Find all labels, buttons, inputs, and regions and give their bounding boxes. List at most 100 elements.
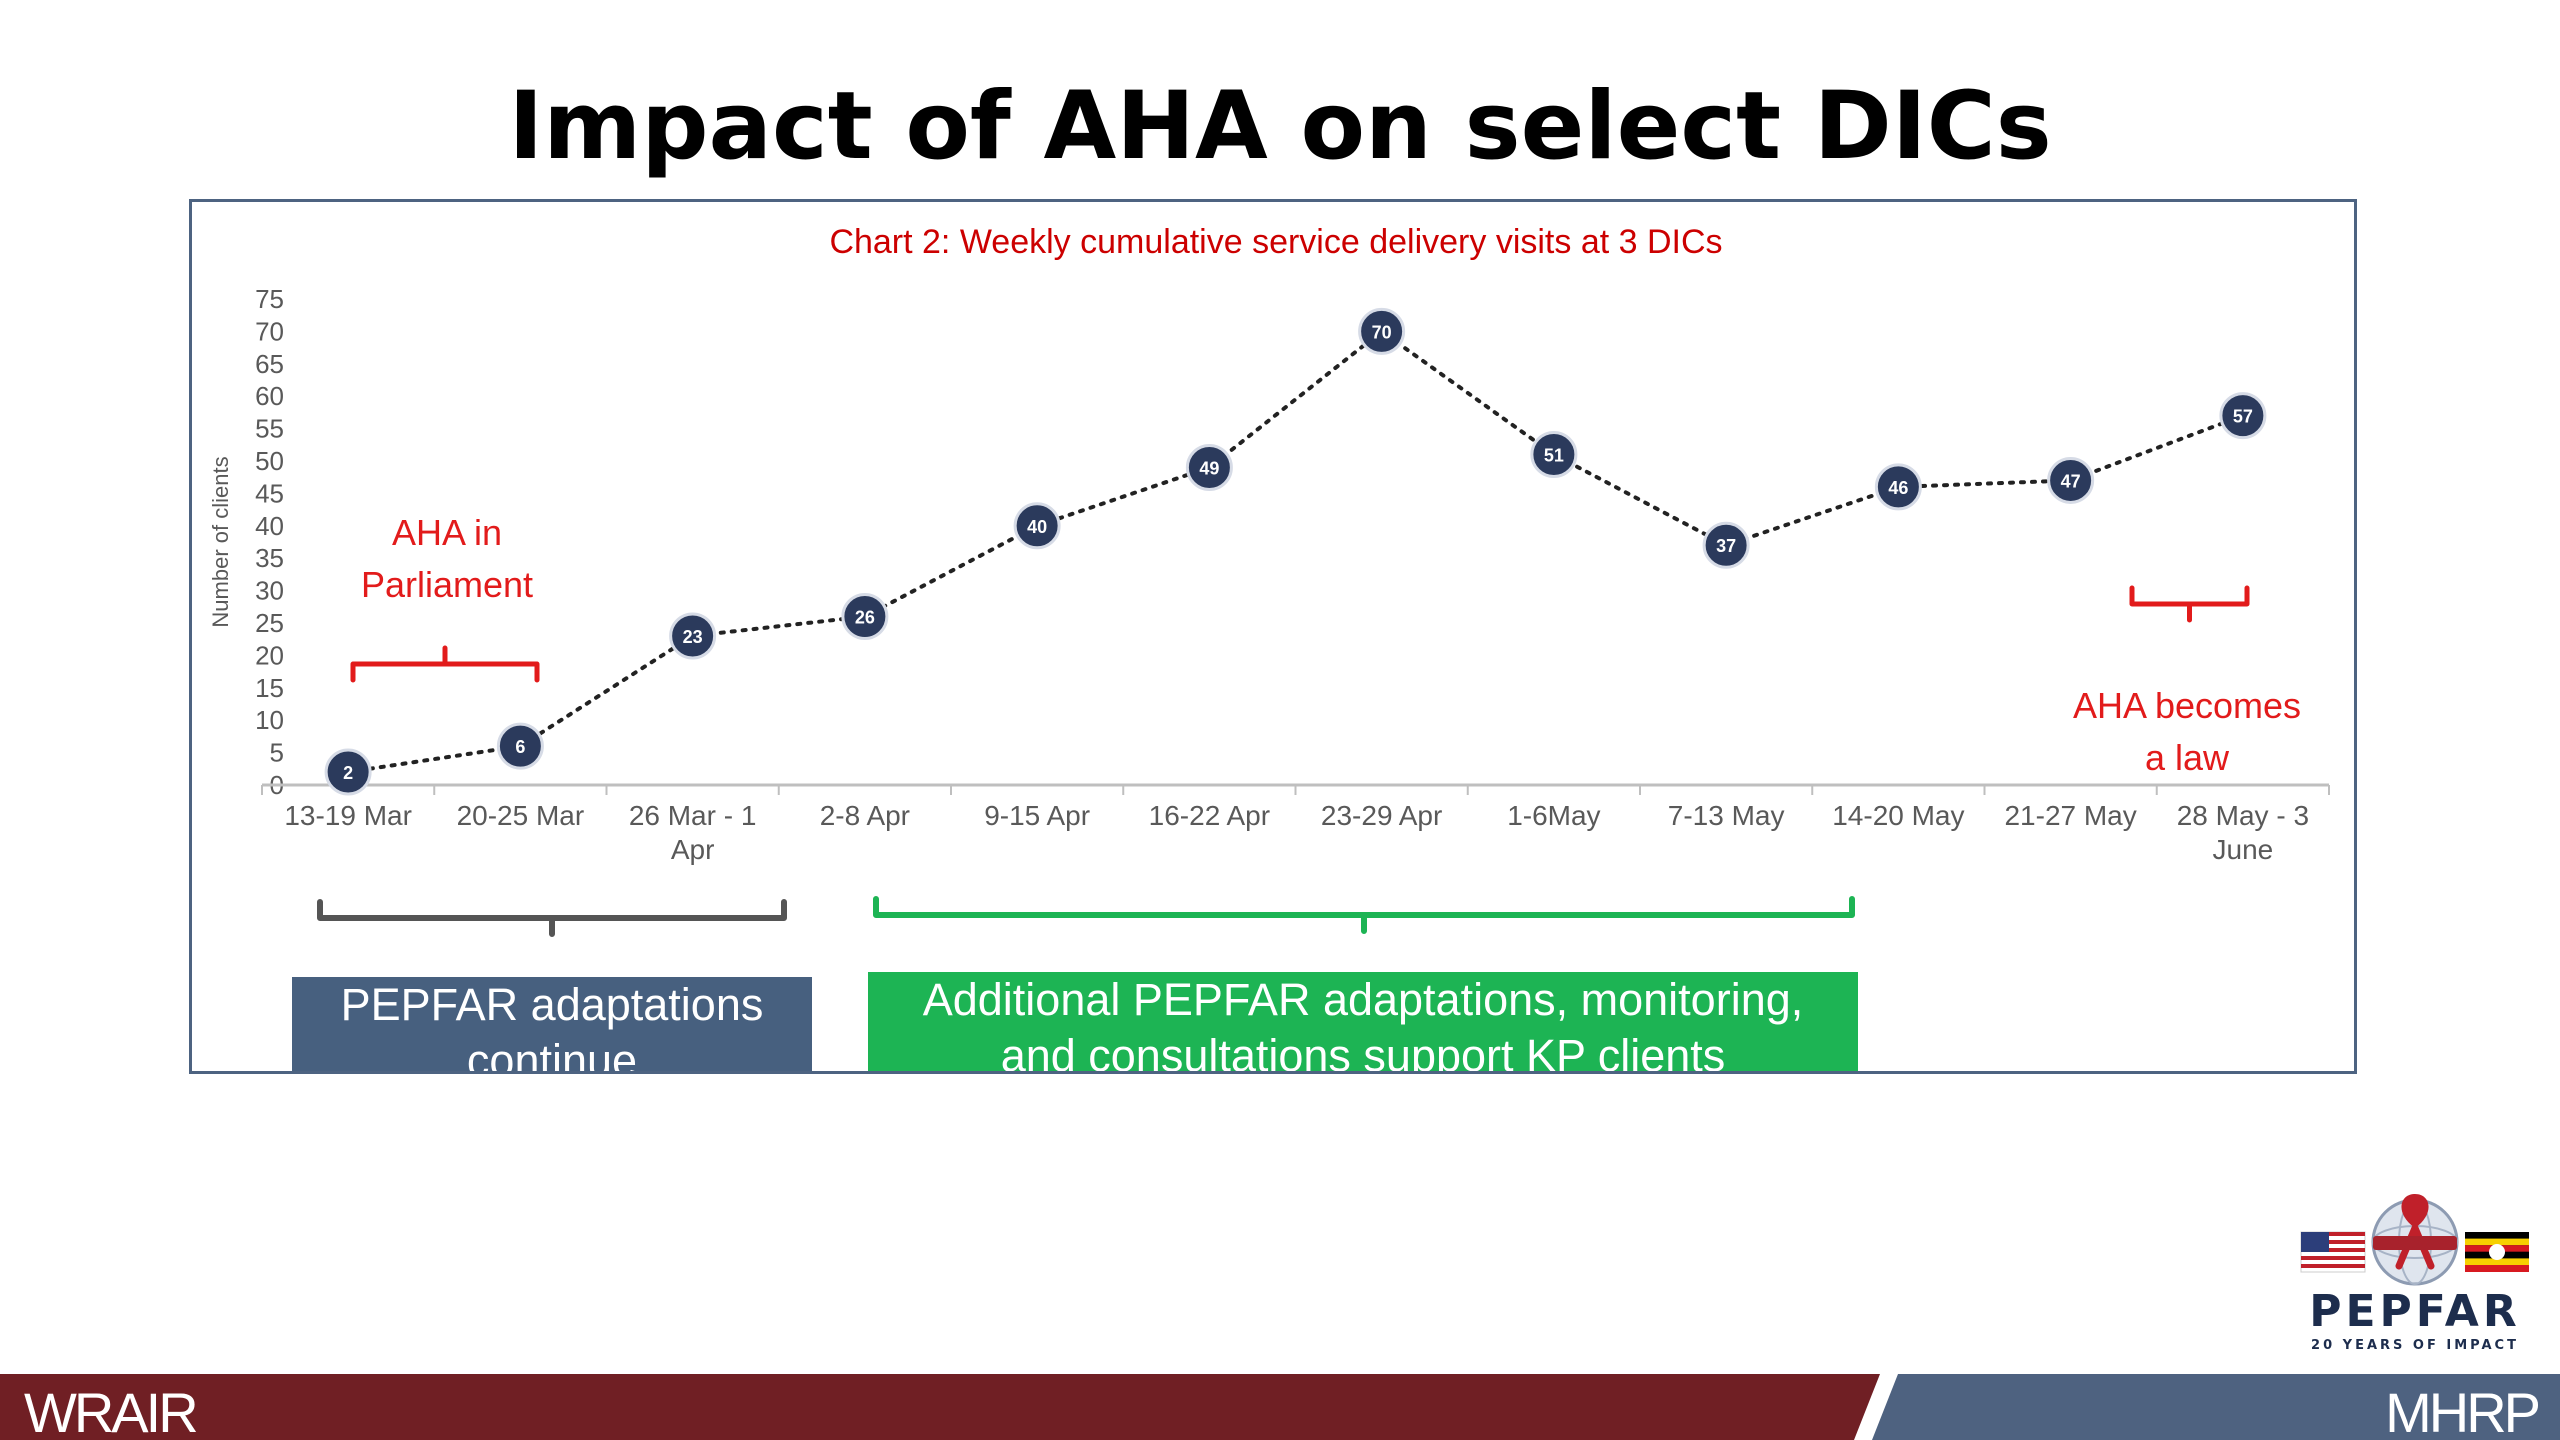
data-label: 47 (2061, 471, 2081, 491)
footer-mhrp-text: MHRP (2385, 1381, 2541, 1440)
data-label: 40 (1027, 517, 1047, 537)
data-label: 49 (1199, 458, 1219, 478)
data-point (324, 748, 372, 796)
additional-adaptations-line-1: Additional PEPFAR adaptations, monitorin… (922, 974, 1804, 1025)
slide-title: Impact of AHA on select DICs (508, 72, 2052, 181)
data-label: 57 (2233, 407, 2253, 427)
x-tick-label-line: 1-6May (1507, 800, 1600, 831)
y-tick-label: 5 (270, 738, 284, 768)
footer-left-band: WRAIR (0, 1374, 1880, 1440)
footer-wrair-text: WRAIR (24, 1381, 196, 1440)
data-point (496, 722, 544, 770)
x-tick-label-line: 9-15 Apr (984, 800, 1090, 831)
pepfar-emblem-icon (2300, 1194, 2529, 1286)
y-tick-label: 45 (255, 478, 284, 508)
y-tick-label: 35 (255, 543, 284, 573)
x-tick-label-line: 20-25 Mar (457, 800, 585, 831)
x-tick-label: 1-6May (1507, 800, 1600, 831)
y-tick-label: 40 (255, 511, 284, 541)
pepfar-period-bracket (317, 899, 787, 937)
footer-bar: WRAIR MHRP (0, 1374, 2560, 1440)
x-tick-label-line: 28 May - 3 (2177, 800, 2309, 831)
uganda-flag-icon (2465, 1232, 2529, 1272)
line-chart: Chart 2: Weekly cumulative service deliv… (208, 223, 2330, 937)
pepfar-adaptations-box: PEPFAR adaptations continue (292, 977, 812, 1074)
additional-adaptations-box: Additional PEPFAR adaptations, monitorin… (868, 972, 1858, 1074)
annotation-aha-in-parliament-line-2: Parliament (360, 564, 534, 605)
data-point (1358, 307, 1406, 355)
data-label: 37 (1716, 536, 1736, 556)
data-point (1874, 463, 1922, 511)
data-point (841, 593, 889, 641)
y-tick-label: 60 (255, 381, 284, 411)
data-label: 51 (1544, 446, 1564, 466)
x-tick-label: 9-15 Apr (984, 800, 1090, 831)
x-tick-label-line: 2-8 Apr (820, 800, 910, 831)
x-tick-label: 28 May - 3 June (2177, 800, 2309, 865)
annotation-aha-in-parliament: AHA in Parliament (332, 507, 562, 611)
x-tick-label-line: Apr (671, 834, 715, 865)
x-tick-label: 2-8 Apr (820, 800, 910, 831)
series-line (346, 328, 2245, 775)
data-point (1530, 431, 1578, 479)
x-tick-label-line: 23-29 Apr (1321, 800, 1442, 831)
x-tick-label: 16-22 Apr (1149, 800, 1270, 831)
data-point (2047, 456, 2095, 504)
y-tick-label: 25 (255, 608, 284, 638)
data-point (1013, 502, 1061, 550)
additional-period-bracket (873, 896, 1855, 934)
x-tick-label: 20-25 Mar (457, 800, 585, 831)
x-tick-label-line: 13-19 Mar (284, 800, 412, 831)
y-tick-label: 70 (255, 316, 284, 346)
y-tick-label: 55 (255, 414, 284, 444)
additional-adaptations-line-2: and consultations support KP clients (1000, 1030, 1726, 1074)
x-tick-label-line: 16-22 Apr (1149, 800, 1270, 831)
x-tick-label-line: 14-20 May (1832, 800, 1964, 831)
y-tick-label: 10 (255, 705, 284, 735)
chart-title: Chart 2: Weekly cumulative service deliv… (829, 223, 1722, 261)
x-tick-label: 7-13 May (1668, 800, 1785, 831)
x-tick-label-line: 21-27 May (2004, 800, 2136, 831)
x-tick-label: 23-29 Apr (1321, 800, 1442, 831)
data-point (669, 612, 717, 660)
y-tick-label: 75 (255, 284, 284, 314)
y-tick-label: 50 (255, 446, 284, 476)
pepfar-adaptations-line-1: PEPFAR adaptations (340, 979, 764, 1030)
data-point (1185, 443, 1233, 491)
data-label: 70 (1372, 322, 1392, 342)
law-bracket (2129, 585, 2250, 623)
x-tick-label: 14-20 May (1832, 800, 1964, 831)
y-axis-label: Number of clients (208, 456, 233, 627)
y-tick-label: 65 (255, 349, 284, 379)
data-point (2219, 392, 2267, 440)
pepfar-logo-word: PEPFAR (2309, 1286, 2521, 1337)
footer-right-band: MHRP (1872, 1374, 2560, 1440)
data-label: 46 (1888, 478, 1908, 498)
pepfar-logo: PEPFAR 20 YEARS OF IMPACT (2295, 1188, 2535, 1358)
pepfar-adaptations-line-2: continue (466, 1035, 638, 1074)
y-tick-label: 30 (255, 576, 284, 606)
x-tick-label: 21-27 May (2004, 800, 2136, 831)
x-tick-label-line: June (2213, 834, 2274, 865)
annotation-aha-becomes-law: AHA becomes a law (2047, 680, 2327, 784)
data-label: 2 (343, 763, 353, 783)
globe-ribbon-icon (2371, 1194, 2459, 1286)
y-tick-label: 20 (255, 640, 284, 670)
x-tick-label-line: 7-13 May (1668, 800, 1785, 831)
data-label: 6 (515, 737, 525, 757)
annotation-aha-in-parliament-line-1: AHA in (391, 512, 503, 553)
annotation-aha-becomes-law-line-2: a law (2144, 737, 2230, 778)
annotation-aha-becomes-law-line-1: AHA becomes (2072, 685, 2302, 726)
pepfar-logo-tagline: 20 YEARS OF IMPACT (2311, 1338, 2519, 1353)
x-tick-label-line: 26 Mar - 1 (629, 800, 757, 831)
parliament-bracket (350, 645, 540, 683)
us-flag-icon (2300, 1231, 2366, 1273)
data-label: 23 (683, 627, 703, 647)
y-tick-label: 15 (255, 673, 284, 703)
chart-frame: Chart 2: Weekly cumulative service deliv… (189, 199, 2357, 1074)
data-point (1702, 521, 1750, 569)
x-tick-label: 13-19 Mar (284, 800, 412, 831)
data-label: 26 (855, 608, 875, 628)
x-tick-label: 26 Mar - 1 Apr (629, 800, 757, 865)
